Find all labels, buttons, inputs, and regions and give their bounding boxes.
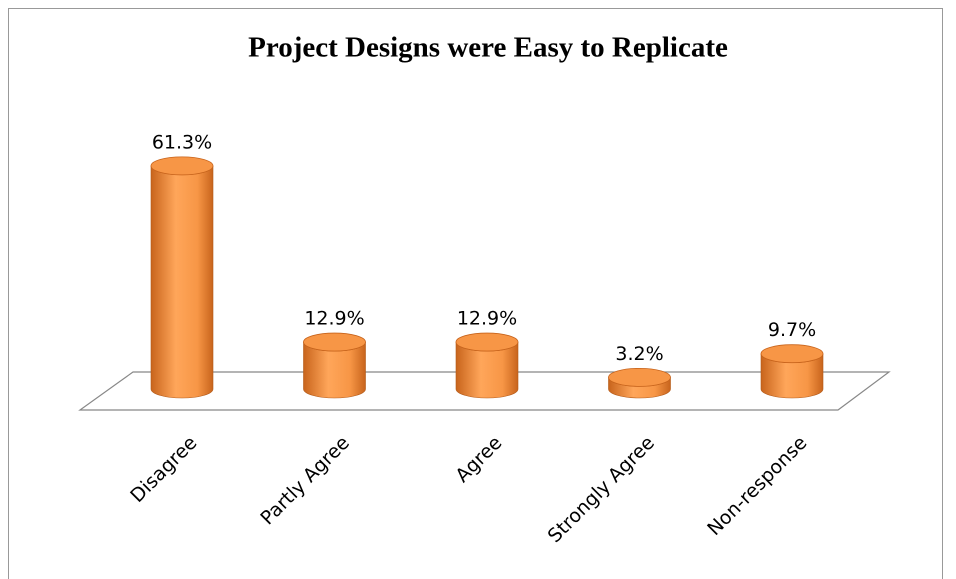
chart-border <box>8 8 943 579</box>
x-tick-label: Strongly Agree <box>544 432 659 547</box>
cylinder-top <box>608 367 671 387</box>
cylinder <box>150 165 214 399</box>
chart-title: Project Designs were Easy to Replicate <box>248 32 728 64</box>
value-label: 9.7% <box>768 319 816 341</box>
cylinder-top <box>150 156 214 176</box>
value-label: 61.3% <box>152 131 212 153</box>
x-tick-label: Non-response <box>703 432 811 540</box>
value-label: 12.9% <box>457 308 517 330</box>
value-label: 3.2% <box>615 343 663 365</box>
x-tick-label: Disagree <box>126 432 201 507</box>
value-label: 12.9% <box>304 308 364 330</box>
cylinder-top <box>303 332 366 352</box>
cylinder-top <box>455 332 519 352</box>
x-tick-label: Partly Agree <box>256 432 354 530</box>
x-tick-label: Agree <box>451 432 506 487</box>
cylinder-top <box>760 344 824 364</box>
